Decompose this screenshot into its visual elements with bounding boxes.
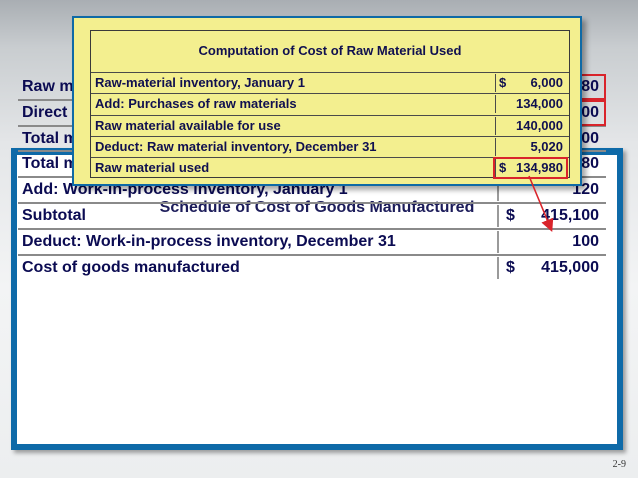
computation-row-label: Raw material used — [95, 160, 210, 175]
amount-value: 134,980 — [516, 160, 563, 175]
amount-value: 415,100 — [541, 206, 599, 224]
computation-row: Raw material available for use 140,000 — [91, 115, 569, 136]
amount-value: 415,000 — [541, 258, 599, 276]
amount-value: 6,000 — [530, 75, 563, 90]
schedule-row-amount: 100 — [497, 230, 604, 253]
slide-number: 2-9 — [612, 459, 626, 470]
currency-symbol: $ — [499, 75, 507, 90]
computation-row-amount: 140,000 — [495, 117, 566, 135]
computation-row-amount: 5,020 — [495, 138, 566, 156]
amount-value: 134,000 — [516, 96, 563, 111]
schedule-row-label: Cost of goods manufactured — [22, 258, 240, 276]
amount-value: 5,020 — [530, 139, 563, 154]
schedule-row-amount: $ 415,100 — [497, 204, 604, 227]
computation-table: Computation of Cost of Raw Material Used… — [90, 30, 570, 179]
schedule-row: Subtotal $ 415,100 — [18, 204, 606, 230]
currency-symbol: $ — [499, 160, 507, 175]
currency-symbol: $ — [506, 258, 515, 276]
computation-title: Computation of Cost of Raw Material Used — [198, 43, 462, 58]
computation-row: Deduct: Raw material inventory, December… — [91, 136, 569, 157]
computation-row-label: Deduct: Raw material inventory, December… — [95, 139, 377, 154]
computation-row-label: Raw material available for use — [95, 118, 281, 133]
computation-row-amount: $ 134,980 — [493, 157, 568, 179]
computation-row-label: Add: Purchases of raw materials — [95, 96, 297, 111]
amount-value: 140,000 — [516, 118, 563, 133]
computation-row: Raw-material inventory, January 1 $ 6,00… — [91, 72, 569, 93]
schedule-row-label: Deduct: Work-in-process inventory, Decem… — [22, 232, 396, 250]
schedule-row-label: Subtotal — [22, 206, 86, 224]
currency-symbol: $ — [506, 206, 515, 224]
schedule-row: Deduct: Work-in-process inventory, Decem… — [18, 230, 606, 256]
computation-row-amount: $ 6,000 — [495, 74, 566, 92]
computation-row-label: Raw-material inventory, January 1 — [95, 75, 306, 90]
computation-row-amount: 134,000 — [495, 95, 566, 113]
amount-value: 100 — [572, 232, 599, 250]
computation-row: Add: Purchases of raw materials 134,000 — [91, 93, 569, 114]
computation-panel: Computation of Cost of Raw Material Used… — [72, 16, 582, 186]
schedule-row: Cost of goods manufactured $ 415,000 — [18, 256, 606, 282]
schedule-row-amount: $ 415,000 — [497, 256, 604, 279]
computation-row: Raw material used $ 134,980 — [91, 157, 569, 179]
